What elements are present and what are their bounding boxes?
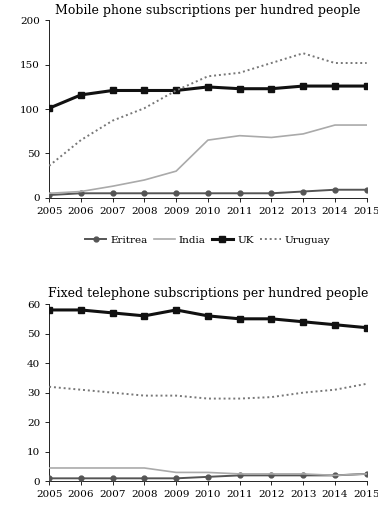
- Eritrea: [174, 190, 178, 196]
- Eritrea: [237, 472, 242, 478]
- India: [269, 471, 274, 477]
- Eritrea: [142, 475, 147, 481]
- UK: [79, 307, 83, 313]
- Line: UK: UK: [46, 83, 370, 111]
- India: [110, 465, 115, 471]
- UK: [269, 86, 274, 92]
- Uruguay: [142, 105, 147, 111]
- Legend: Eritrea, India, UK, Uruguay: Eritrea, India, UK, Uruguay: [81, 231, 335, 249]
- India: [237, 133, 242, 139]
- Uruguay: [269, 394, 274, 400]
- Uruguay: [142, 393, 147, 399]
- UK: [206, 313, 210, 319]
- India: [333, 472, 337, 478]
- Uruguay: [301, 390, 305, 396]
- UK: [333, 322, 337, 328]
- India: [47, 465, 51, 471]
- Line: Uruguay: Uruguay: [49, 384, 367, 398]
- Eritrea: [206, 474, 210, 480]
- UK: [364, 83, 369, 89]
- Eritrea: [79, 190, 83, 196]
- Uruguay: [79, 137, 83, 143]
- Uruguay: [269, 60, 274, 66]
- India: [237, 471, 242, 477]
- Uruguay: [174, 88, 178, 94]
- India: [364, 122, 369, 128]
- India: [47, 190, 51, 196]
- Eritrea: [142, 190, 147, 196]
- Title: Fixed telephone subscriptions per hundred people: Fixed telephone subscriptions per hundre…: [48, 287, 368, 300]
- Eritrea: [364, 187, 369, 193]
- India: [269, 134, 274, 140]
- Uruguay: [110, 118, 115, 124]
- Eritrea: [47, 475, 51, 481]
- Eritrea: [110, 190, 115, 196]
- Uruguay: [364, 60, 369, 66]
- Eritrea: [269, 190, 274, 196]
- India: [110, 183, 115, 189]
- UK: [364, 325, 369, 331]
- Line: Eritrea: Eritrea: [47, 187, 369, 198]
- Title: Mobile phone subscriptions per hundred people: Mobile phone subscriptions per hundred p…: [55, 4, 361, 16]
- Eritrea: [174, 475, 178, 481]
- India: [174, 168, 178, 174]
- UK: [47, 105, 51, 111]
- UK: [333, 83, 337, 89]
- UK: [79, 92, 83, 98]
- India: [142, 465, 147, 471]
- Uruguay: [174, 393, 178, 399]
- Line: Eritrea: Eritrea: [47, 472, 369, 481]
- Eritrea: [364, 471, 369, 477]
- UK: [142, 88, 147, 94]
- Line: UK: UK: [46, 307, 370, 331]
- India: [79, 188, 83, 195]
- Uruguay: [47, 383, 51, 390]
- Eritrea: [269, 472, 274, 478]
- UK: [110, 310, 115, 316]
- Line: Uruguay: Uruguay: [49, 53, 367, 166]
- Uruguay: [364, 381, 369, 387]
- UK: [174, 88, 178, 94]
- India: [79, 465, 83, 471]
- Eritrea: [110, 475, 115, 481]
- India: [364, 471, 369, 477]
- Uruguay: [110, 390, 115, 396]
- India: [301, 131, 305, 137]
- UK: [174, 307, 178, 313]
- UK: [269, 316, 274, 322]
- Eritrea: [47, 192, 51, 198]
- India: [206, 470, 210, 476]
- India: [174, 470, 178, 476]
- Uruguay: [47, 163, 51, 169]
- Eritrea: [79, 475, 83, 481]
- UK: [47, 307, 51, 313]
- India: [301, 471, 305, 477]
- UK: [110, 88, 115, 94]
- Uruguay: [206, 395, 210, 401]
- Line: India: India: [49, 125, 367, 193]
- Eritrea: [333, 472, 337, 478]
- India: [142, 177, 147, 183]
- Uruguay: [206, 73, 210, 79]
- Eritrea: [301, 472, 305, 478]
- Eritrea: [206, 190, 210, 196]
- Uruguay: [333, 60, 337, 66]
- Line: India: India: [49, 468, 367, 475]
- UK: [206, 84, 210, 90]
- UK: [301, 83, 305, 89]
- India: [206, 137, 210, 143]
- India: [333, 122, 337, 128]
- Uruguay: [333, 387, 337, 393]
- UK: [142, 313, 147, 319]
- Eritrea: [333, 187, 337, 193]
- UK: [301, 318, 305, 325]
- Uruguay: [237, 70, 242, 76]
- Eritrea: [301, 188, 305, 195]
- Uruguay: [237, 395, 242, 401]
- Uruguay: [79, 387, 83, 393]
- UK: [237, 316, 242, 322]
- UK: [237, 86, 242, 92]
- Uruguay: [301, 50, 305, 56]
- Eritrea: [237, 190, 242, 196]
